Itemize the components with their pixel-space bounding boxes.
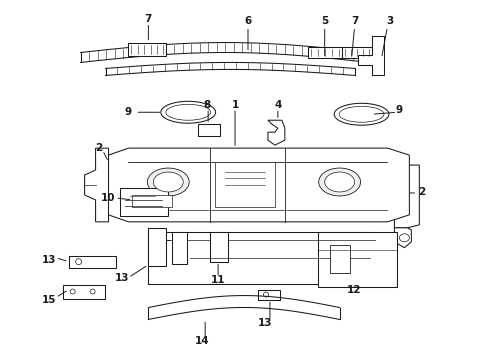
Text: 10: 10 — [101, 193, 116, 203]
Text: 4: 4 — [274, 100, 282, 110]
Polygon shape — [394, 228, 412, 248]
Text: 14: 14 — [195, 336, 210, 346]
Text: 9: 9 — [396, 105, 403, 115]
Ellipse shape — [318, 168, 361, 196]
Bar — [210, 232, 228, 262]
Text: 3: 3 — [386, 15, 393, 26]
Bar — [148, 228, 166, 266]
Polygon shape — [268, 120, 285, 145]
Bar — [342, 46, 371, 58]
Ellipse shape — [325, 172, 355, 192]
Bar — [128, 42, 166, 57]
Bar — [318, 232, 397, 287]
Polygon shape — [108, 148, 409, 222]
Ellipse shape — [334, 103, 389, 125]
Text: 5: 5 — [321, 15, 328, 26]
Text: 6: 6 — [245, 15, 251, 26]
Bar — [308, 46, 342, 58]
Bar — [258, 289, 280, 300]
Text: 13: 13 — [258, 319, 272, 328]
Text: 13: 13 — [115, 273, 130, 283]
Bar — [121, 188, 168, 216]
Bar — [132, 195, 172, 207]
Text: 2: 2 — [95, 143, 102, 153]
Text: 7: 7 — [145, 14, 152, 24]
Text: 15: 15 — [42, 294, 56, 305]
Ellipse shape — [153, 172, 183, 192]
Bar — [215, 162, 275, 207]
Text: 1: 1 — [231, 100, 239, 110]
Text: 8: 8 — [203, 100, 211, 110]
Text: 9: 9 — [125, 107, 132, 117]
Text: 7: 7 — [351, 15, 358, 26]
Bar — [148, 232, 375, 284]
Bar — [69, 256, 117, 268]
Ellipse shape — [147, 168, 189, 196]
Text: 13: 13 — [42, 255, 56, 265]
Text: 12: 12 — [346, 284, 361, 294]
Bar — [172, 232, 187, 264]
Text: 11: 11 — [211, 275, 225, 285]
Polygon shape — [85, 148, 108, 222]
Polygon shape — [394, 165, 419, 228]
Bar — [63, 285, 104, 298]
Polygon shape — [358, 36, 385, 75]
Bar — [198, 124, 220, 136]
Bar — [330, 245, 349, 273]
Ellipse shape — [161, 101, 216, 123]
Text: 2: 2 — [417, 187, 425, 197]
